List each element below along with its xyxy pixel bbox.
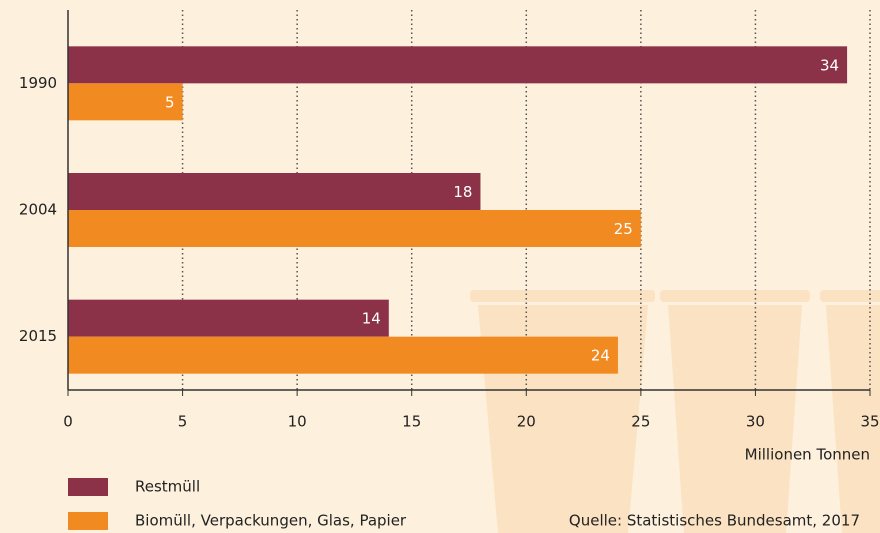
legend-swatch	[68, 512, 108, 530]
value-label: 25	[614, 220, 633, 238]
x-tick-label: 20	[517, 413, 536, 431]
x-tick-label: 30	[746, 413, 765, 431]
x-axis-label: Millionen Tonnen	[745, 446, 870, 464]
bar	[68, 336, 618, 374]
value-label: 5	[165, 93, 175, 111]
value-label: 14	[362, 310, 381, 328]
y-tick-label: 1990	[19, 74, 57, 92]
legend-swatch	[68, 478, 108, 496]
x-tick-label: 0	[63, 413, 73, 431]
bar	[68, 173, 481, 210]
x-tick-label: 5	[178, 413, 188, 431]
bar	[68, 210, 641, 247]
value-label: 24	[591, 347, 610, 365]
legend-label: Biomüll, Verpackungen, Glas, Papier	[135, 512, 407, 530]
legend-label: Restmüll	[135, 478, 200, 496]
x-tick-label: 25	[631, 413, 650, 431]
x-tick-label: 35	[860, 413, 879, 431]
bar	[68, 299, 389, 337]
value-label: 18	[453, 183, 472, 201]
value-label: 34	[820, 56, 839, 74]
y-tick-label: 2015	[19, 327, 57, 345]
x-tick-label: 10	[288, 413, 307, 431]
source: Quelle: Statistisches Bundesamt, 2017	[569, 512, 860, 530]
x-tick-label: 15	[402, 413, 421, 431]
bar	[68, 46, 848, 84]
bar	[68, 83, 183, 121]
y-tick-label: 2004	[19, 201, 57, 219]
